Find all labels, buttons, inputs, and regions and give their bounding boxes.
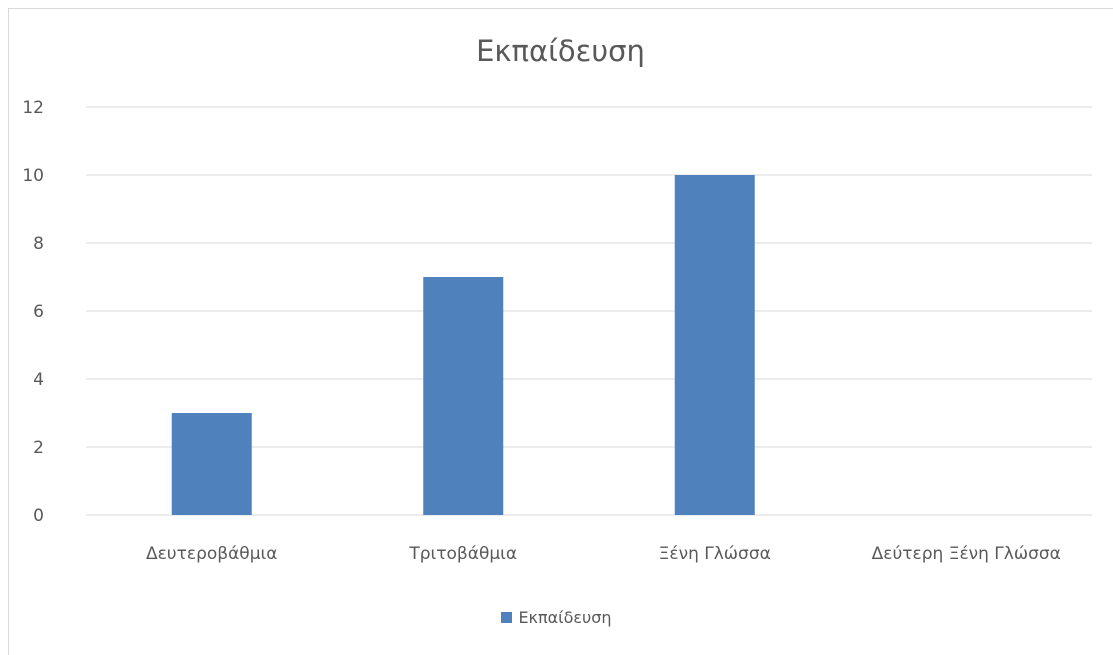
y-tick-label: 8	[33, 234, 44, 254]
chart-title: Εκπαίδευση	[476, 34, 645, 68]
x-tick-label: Δευτεροβάθμια	[146, 544, 278, 564]
y-tick-label: 10	[22, 166, 44, 186]
bar	[423, 277, 504, 515]
x-tick-label: Ξένη Γλώσσα	[659, 544, 771, 564]
legend-label: Εκπαίδευση	[518, 608, 612, 627]
x-tick-label: Δεύτερη Ξένη Γλώσσα	[872, 544, 1061, 564]
x-axis-ticks: Δευτεροβάθμια Τριτοβάθμια Ξένη Γλώσσα Δεύτε…	[146, 544, 1061, 564]
y-tick-label: 6	[33, 302, 44, 322]
y-axis-ticks: 0 2 4 6 8 10 12	[22, 98, 44, 526]
legend: Εκπαίδευση	[0, 608, 1113, 627]
legend-swatch	[501, 612, 513, 623]
y-tick-label: 0	[33, 506, 44, 526]
bar	[171, 413, 252, 515]
y-tick-label: 12	[22, 98, 44, 118]
gridlines	[86, 106, 1092, 516]
bar	[674, 175, 755, 515]
x-tick-label: Τριτοβάθμια	[408, 544, 517, 564]
y-tick-label: 2	[33, 438, 44, 458]
bars	[171, 175, 755, 515]
chart-area	[8, 8, 1113, 655]
y-tick-label: 4	[33, 370, 44, 390]
